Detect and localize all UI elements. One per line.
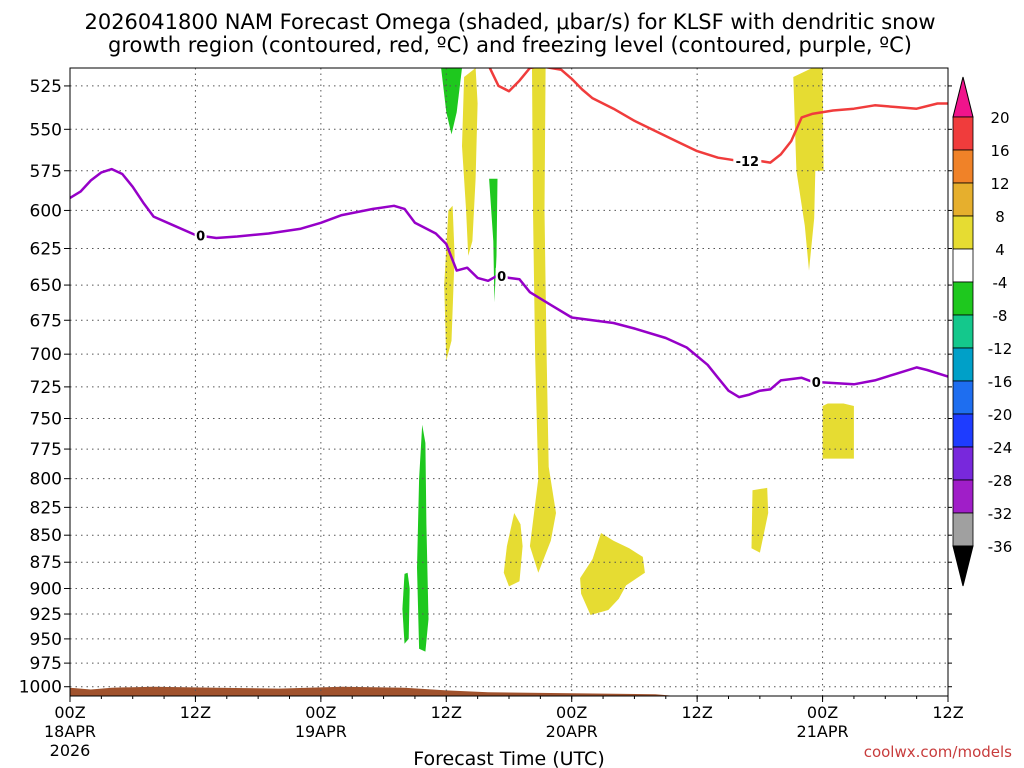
colorbar-segment-4 [952,248,974,283]
x-date-label-0: 18APR [44,722,96,741]
colorbar-bottom-arrow [952,545,974,587]
contour-label-bg-3 [733,152,762,169]
y-tick-label-775: 775 [30,440,62,460]
x-tick-label-60: 12Z [681,703,712,722]
y-tick-label-700: 700 [30,345,62,365]
omega-region-positive-6 [529,68,556,573]
colorbar-label-7: -12 [988,340,1013,358]
colorbar-label-5: -4 [993,274,1008,292]
omega-region-positive-4 [462,68,478,256]
colorbar-segment-6 [952,314,974,349]
colorbar-segment-1 [952,149,974,184]
colorbar-segment-5 [952,281,974,316]
colorbar-segment-11 [952,479,974,514]
x-tick-label-72: 00Z [807,703,838,722]
y-tick-label-875: 875 [30,553,62,573]
colorbar-segment-3 [952,215,974,250]
y-tick-label-675: 675 [30,311,62,331]
colorbar-label-4: 4 [995,241,1005,259]
colorbar-label-12: -32 [988,505,1013,523]
omega-region-negative-3 [402,572,410,644]
colorbar-label-2: 12 [990,175,1009,193]
colorbar-segment-0 [952,116,974,151]
colorbar-label-0: 20 [990,109,1009,127]
x-tick-label-36: 12Z [431,703,462,722]
colorbar-label-9: -20 [988,406,1013,424]
y-tick-label-1000: 1000 [19,678,62,698]
colorbar-top-arrow [952,76,974,118]
contour-line-1 [488,68,948,164]
x-axis-label: Forecast Time (UTC) [413,748,604,768]
omega-region-positive-9 [793,68,824,271]
x-date-label-48: 20APR [546,722,598,741]
x-date-label-72: 21APR [797,722,849,741]
x-tick-label-48: 00Z [556,703,587,722]
y-tick-label-800: 800 [30,470,62,490]
omega-region-positive-5 [444,205,455,361]
colorbar-label-1: 16 [990,142,1009,160]
contour-label-1: 0 [497,270,506,285]
y-tick-label-600: 600 [30,201,62,221]
y-tick-label-900: 900 [30,579,62,599]
colorbar-segment-10 [952,446,974,481]
contour-label-3: -12 [736,155,760,170]
contour-label-bg-1 [495,267,508,284]
omega-region-positive-11 [751,487,769,553]
x-tick-label-0: 00Z [54,703,85,722]
x-date-label-24: 19APR [295,722,347,741]
contour-label-0: 0 [196,230,205,245]
colorbar-label-10: -24 [988,439,1013,457]
x-tick-label-24: 00Z [305,703,336,722]
omega-region-positive-7 [503,513,523,587]
omega-region-negative-2 [417,424,429,652]
contour-label-2: 0 [812,376,821,391]
colorbar-label-11: -28 [988,472,1013,490]
colorbar-label-8: -16 [988,373,1013,391]
contour-label-bg-2 [810,373,823,390]
y-tick-label-850: 850 [30,526,62,546]
x-year-label-0: 2026 [50,741,91,760]
y-tick-label-550: 550 [30,120,62,140]
y-tick-label-975: 975 [30,654,62,674]
y-tick-label-650: 650 [30,276,62,296]
omega-region-positive-10 [822,403,854,459]
colorbar: 20 16 12 8 4 -4 -8 -12 -16 -20 -24 -28 -32 -36 [952,76,1013,587]
y-tick-label-925: 925 [30,605,62,625]
contour-line-0 [70,167,948,399]
colorbar-segment-9 [952,413,974,448]
omega-region-negative-0 [441,68,462,135]
y-tick-label-950: 950 [30,630,62,650]
colorbar-label-13: -36 [988,538,1013,556]
colorbar-segment-7 [952,347,974,382]
colorbar-segment-2 [952,182,974,217]
y-tick-label-575: 575 [30,162,62,182]
y-tick-label-825: 825 [30,498,62,518]
y-tick-label-725: 725 [30,378,62,398]
x-tick-label-12: 12Z [180,703,211,722]
y-tick-label-625: 625 [30,239,62,259]
colorbar-label-3: 8 [995,208,1005,226]
chart-title-line2: growth region (contoured, red, ºC) and f… [108,33,912,57]
grid [70,68,948,696]
y-tick-label-525: 525 [30,77,62,97]
terrain [70,686,907,696]
omega-shading [402,68,854,652]
y-tick-label-750: 750 [30,409,62,429]
credit-url[interactable]: coolwx.com/models [864,743,1012,761]
colorbar-segment-12 [952,512,974,547]
x-tick-label-84: 12Z [932,703,963,722]
contour-lines: 0 0 0 -12 [70,68,948,399]
omega-region-positive-8 [580,533,645,615]
y-axis: 525 550 575 600 625 650 675 700 725 750 775 800 825 8… [19,77,952,698]
contour-label-bg-0 [194,227,207,244]
colorbar-segment-8 [952,380,974,415]
colorbar-label-6: -8 [993,307,1008,325]
omega-region-negative-1 [489,178,498,303]
terrain-fill [70,686,907,696]
chart-title-line1: 2026041800 NAM Forecast Omega (shaded, μ… [84,10,935,34]
